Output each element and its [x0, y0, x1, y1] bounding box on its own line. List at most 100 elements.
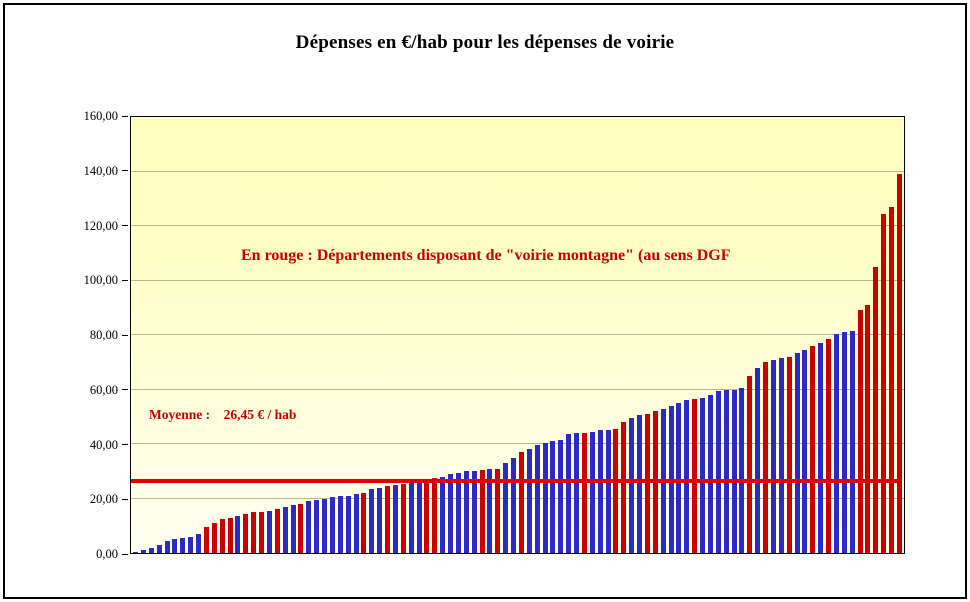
bar-montagne [259, 512, 264, 553]
bar [755, 367, 761, 553]
tick-mark [122, 553, 128, 555]
tick-mark [122, 334, 128, 336]
bar [723, 389, 729, 553]
y-axis-label: 80,00 [89, 328, 118, 342]
bar [589, 431, 595, 553]
bar [196, 533, 201, 553]
bar-montagne [857, 310, 863, 553]
bar-montagne [644, 414, 650, 553]
y-axis-label: 20,00 [89, 492, 118, 507]
y-axis-label: 100,00 [83, 273, 118, 288]
bar-montagne [786, 356, 792, 553]
gridline [131, 170, 904, 172]
bar [566, 434, 572, 553]
bar-montagne [203, 527, 209, 553]
bar [770, 359, 776, 553]
bar-montagne [432, 478, 438, 553]
bar [534, 445, 540, 553]
bar-montagne [889, 206, 894, 553]
bar [282, 506, 288, 553]
tick-mark [122, 389, 128, 391]
bar-montagne [400, 483, 406, 553]
bar [471, 471, 477, 553]
gridline [131, 443, 904, 444]
plot-area: En rouge : Départements disposant de "vo… [130, 116, 905, 554]
bar [156, 544, 162, 553]
bar [597, 430, 603, 553]
bar-montagne [495, 468, 501, 553]
bar-montagne [692, 399, 698, 553]
bar [511, 457, 516, 553]
gridline [131, 497, 904, 499]
bar-montagne [873, 266, 879, 553]
chart-title: Dépenses en €/hab pour les dépenses de v… [295, 32, 675, 53]
bar-montagne [385, 486, 390, 553]
bar [487, 468, 493, 553]
bar [558, 439, 564, 553]
bar [739, 388, 745, 553]
bar [448, 473, 453, 553]
bar [526, 449, 532, 553]
bar-montagne [881, 213, 887, 553]
bar [172, 539, 178, 553]
bar-montagne [613, 429, 619, 553]
bar [314, 499, 320, 553]
bar-montagne [219, 518, 225, 553]
tick-mark [122, 279, 128, 281]
y-axis-label: 160,00 [83, 109, 118, 123]
bar [629, 418, 635, 553]
y-axis-label: 0,00 [96, 547, 118, 561]
y-axis: 0,00 20,00 40,00 60,00 80,00 100,00 120,00 140,… [40, 109, 128, 561]
bar [700, 397, 705, 553]
bar [408, 482, 414, 553]
bar [574, 433, 579, 553]
bar [550, 441, 556, 553]
red-legend-annotation: En rouge : Départements disposant de "vo… [241, 247, 731, 264]
tick-mark [122, 115, 128, 117]
bar [841, 332, 847, 553]
bar [818, 343, 824, 553]
bar [164, 540, 170, 553]
y-axis-label: 40,00 [89, 437, 118, 452]
tick-mark [122, 225, 128, 226]
bar-montagne [361, 493, 367, 553]
bar-montagne [747, 375, 753, 553]
bar-montagne [621, 422, 627, 553]
bar [684, 400, 690, 553]
tick-mark [122, 170, 128, 172]
bar [140, 550, 146, 553]
bar [440, 476, 446, 553]
bar-montagne [581, 433, 587, 553]
bar [637, 415, 642, 553]
bar [794, 352, 800, 553]
bar [133, 551, 138, 553]
bar [353, 494, 359, 553]
bar [707, 394, 713, 553]
mean-value-label: Moyenne : 26,45 € / hab [149, 407, 297, 422]
bar [802, 350, 808, 553]
bar [180, 538, 186, 553]
bar-montagne [211, 523, 217, 553]
bar [235, 516, 241, 553]
bar [322, 498, 327, 553]
bar [148, 547, 154, 553]
bar [369, 488, 375, 553]
bar-montagne [826, 339, 831, 553]
bar-montagne [424, 479, 430, 553]
gridline [131, 225, 904, 226]
bar-montagne [763, 362, 768, 553]
bar [188, 536, 194, 553]
bar-montagne [479, 469, 485, 553]
bar [542, 442, 548, 553]
bar-montagne [810, 345, 816, 553]
bar-montagne [865, 305, 871, 553]
bar-montagne [227, 517, 233, 553]
bar [463, 471, 469, 553]
bar-montagne [243, 513, 249, 553]
bar [503, 463, 509, 553]
bar [329, 497, 335, 553]
bar [290, 505, 296, 553]
bar-montagne [274, 509, 280, 553]
y-axis-label: 140,00 [83, 163, 118, 178]
